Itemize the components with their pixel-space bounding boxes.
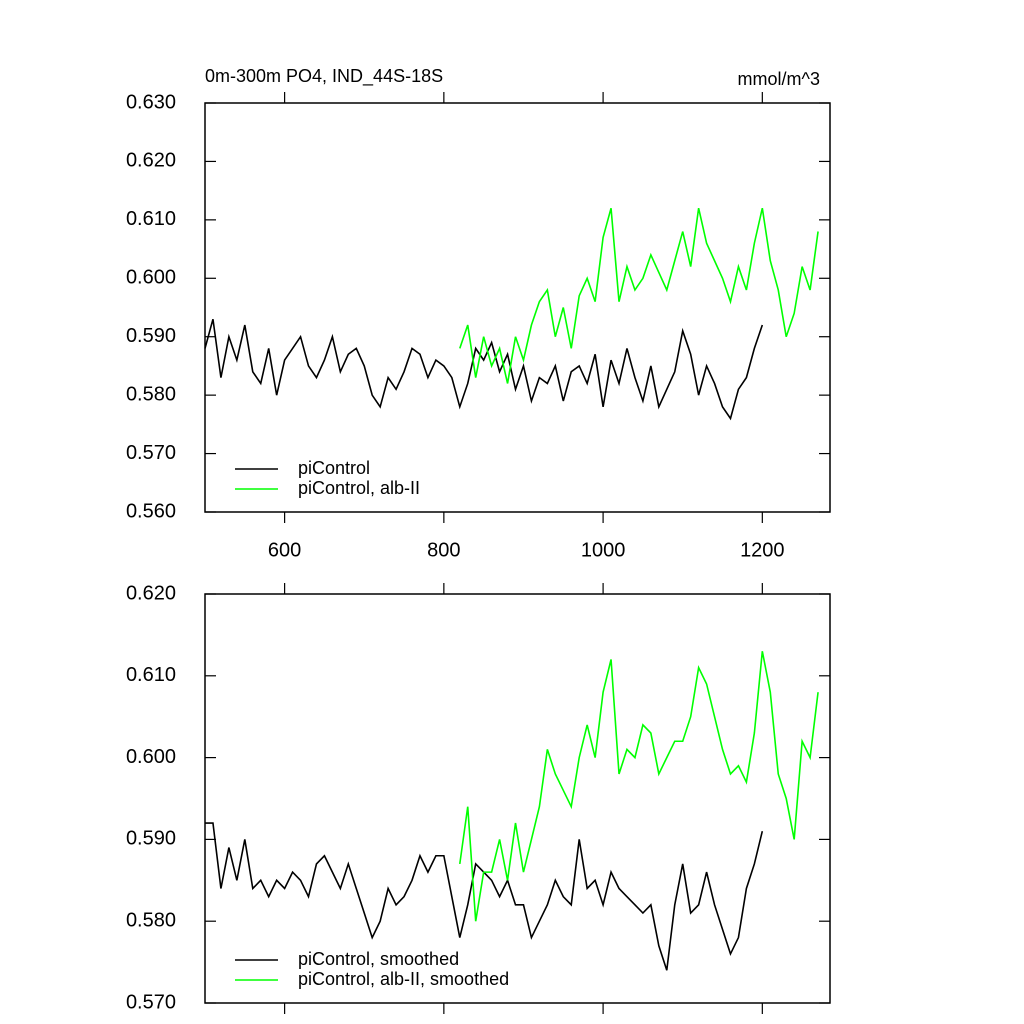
y-tick-label: 0.590 (126, 828, 176, 850)
y-tick-label: 0.570 (126, 991, 176, 1013)
series-line (458, 651, 819, 922)
legend-label: piControl, smoothed (298, 949, 459, 969)
y-tick-label: 0.620 (126, 582, 176, 604)
y-tick-label: 0.610 (126, 208, 176, 230)
y-tick-label: 0.620 (126, 150, 176, 172)
unit-label: mmol/m^3 (738, 69, 820, 89)
chart-title: 0m-300m PO4, IND_44S-18S (205, 66, 443, 87)
y-tick-label: 0.580 (126, 383, 176, 405)
plot-frame (204, 593, 831, 1004)
x-tick-label: 600 (268, 539, 301, 561)
legend-label: piControl, alb-II, smoothed (298, 969, 509, 989)
y-tick-label: 0.580 (126, 909, 176, 931)
series-line (204, 318, 764, 421)
y-tick-label: 0.630 (126, 91, 176, 113)
x-tick-label: 1200 (740, 539, 785, 561)
y-tick-label: 0.570 (126, 442, 176, 464)
x-tick-label: 1000 (581, 539, 626, 561)
y-tick-label: 0.610 (126, 664, 176, 686)
y-tick-label: 0.600 (126, 267, 176, 289)
legend-label: piControl (298, 458, 370, 478)
y-tick-label: 0.600 (126, 746, 176, 768)
x-tick-label: 800 (427, 539, 460, 561)
series-line (205, 822, 764, 971)
y-tick-label: 0.560 (126, 500, 176, 522)
legend-label: piControl, alb-II (298, 478, 420, 498)
y-tick-label: 0.590 (126, 325, 176, 347)
plot-frame (204, 102, 831, 513)
series-line (459, 207, 819, 384)
